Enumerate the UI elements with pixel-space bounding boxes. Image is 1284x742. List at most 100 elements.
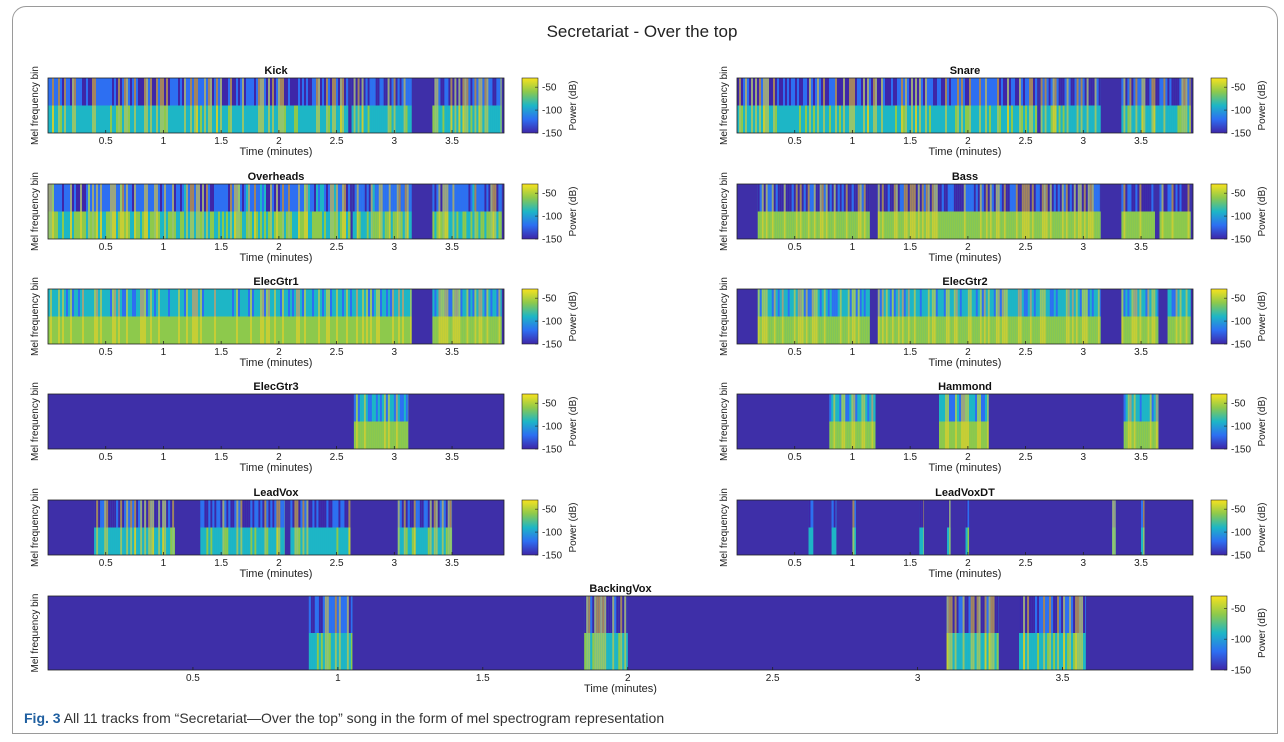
spectral-stripe — [833, 500, 836, 528]
spectral-stripe — [54, 105, 56, 133]
spectral-stripe — [943, 316, 946, 344]
spectral-stripe — [344, 105, 346, 133]
spectral-stripe — [344, 316, 346, 344]
spectral-stripe — [963, 289, 966, 317]
spectral-stripe — [1015, 316, 1018, 344]
transient-stripe — [1017, 289, 1020, 344]
spectral-stripe — [835, 394, 838, 422]
spectral-stripe — [278, 184, 280, 212]
spectral-stripe — [346, 500, 349, 528]
spectral-stripe — [1015, 105, 1017, 133]
spectral-stripe — [831, 394, 834, 422]
spectral-stripe — [304, 105, 306, 133]
spectral-stripe — [330, 596, 333, 633]
transient-stripe — [356, 184, 359, 239]
spectral-stripe — [931, 78, 933, 106]
spectral-stripe — [390, 316, 392, 344]
spectral-stripe — [454, 211, 457, 239]
spectral-stripe — [332, 316, 334, 344]
spectral-stripe — [1068, 105, 1071, 133]
colorbar-tick-label: -50 — [1231, 604, 1246, 615]
colorbar-tick-label: -150 — [1231, 666, 1251, 677]
transient-stripe — [1057, 596, 1060, 670]
spectral-stripe — [324, 184, 326, 212]
spectral-stripe — [785, 316, 788, 344]
spectral-stripe — [889, 184, 892, 212]
spectral-stripe — [496, 316, 499, 344]
spectral-stripe — [377, 78, 380, 106]
spectral-stripe — [338, 289, 340, 317]
spectral-stripe — [396, 316, 398, 344]
x-tick-label: 3.5 — [445, 452, 459, 463]
spectral-stripe — [270, 105, 272, 133]
x-tick-label: 2.5 — [1019, 242, 1033, 253]
transient-stripe — [945, 394, 948, 449]
spectral-stripe — [252, 78, 254, 106]
transient-stripe — [82, 289, 84, 344]
spectral-stripe — [584, 596, 587, 633]
transient-stripe — [480, 289, 483, 344]
transient-stripe — [979, 394, 982, 449]
spectral-stripe — [953, 184, 956, 212]
transient-stripe — [588, 596, 591, 670]
spectral-stripe — [252, 289, 254, 317]
spectral-stripe — [194, 211, 196, 239]
x-tick-label: 2.5 — [1019, 452, 1033, 463]
transient-stripe — [988, 596, 991, 670]
transient-stripe — [1007, 78, 1009, 133]
spectral-stripe — [991, 184, 994, 212]
spectral-stripe — [306, 105, 308, 133]
transient-stripe — [945, 78, 947, 133]
spectral-stripe — [1143, 316, 1146, 344]
spectral-stripe — [322, 78, 324, 106]
spectral-stripe — [268, 527, 271, 555]
spectral-stripe — [1099, 316, 1101, 344]
spectral-stripe — [78, 289, 80, 317]
spectral-stripe — [128, 184, 130, 212]
transient-stripe — [1027, 596, 1030, 670]
x-tick-label: 3 — [1081, 136, 1087, 147]
spectral-stripe — [296, 105, 298, 133]
transient-stripe — [1089, 184, 1092, 239]
spectral-stripe — [330, 289, 332, 317]
colorbar-label: Power (dB) — [568, 80, 579, 130]
spectral-stripe — [951, 421, 954, 449]
spectral-stripe — [793, 105, 795, 133]
spectral-stripe — [470, 289, 473, 317]
transient-stripe — [1123, 184, 1126, 239]
spectral-stripe — [443, 500, 446, 528]
transient-stripe — [763, 78, 765, 133]
spectral-stripe — [108, 105, 110, 133]
spectral-stripe — [56, 316, 58, 344]
spectral-stripe — [250, 211, 252, 239]
transient-stripe — [859, 184, 862, 239]
active-segment — [1112, 500, 1116, 555]
spectral-stripe — [825, 289, 828, 317]
colorbar-tick-label: -50 — [1231, 294, 1246, 305]
spectral-stripe — [854, 500, 856, 528]
spectral-stripe — [991, 316, 994, 344]
transient-stripe — [963, 184, 966, 239]
spectral-stripe — [909, 316, 912, 344]
spectral-stripe — [274, 211, 276, 239]
spectral-stripe — [779, 289, 782, 317]
spectral-stripe — [102, 211, 104, 239]
spectral-stripe — [405, 394, 408, 422]
x-tick-label: 2.5 — [1019, 347, 1033, 358]
spectral-stripe — [116, 184, 118, 212]
figure-frame — [12, 6, 1278, 734]
spectral-stripe — [807, 105, 809, 133]
spectral-stripe — [1143, 421, 1146, 449]
transient-stripe — [406, 184, 409, 239]
spectral-stripe — [845, 105, 847, 133]
spectral-stripe — [395, 78, 398, 106]
spectral-stripe — [897, 105, 899, 133]
spectral-stripe — [865, 421, 868, 449]
x-tick-label: 2.5 — [1019, 558, 1033, 569]
spectral-stripe — [136, 289, 138, 317]
transient-stripe — [979, 289, 982, 344]
transient-stripe — [1139, 289, 1142, 344]
x-tick-label: 3.5 — [1134, 242, 1148, 253]
spectral-stripe — [122, 527, 125, 555]
spectral-stripe — [1085, 211, 1088, 239]
